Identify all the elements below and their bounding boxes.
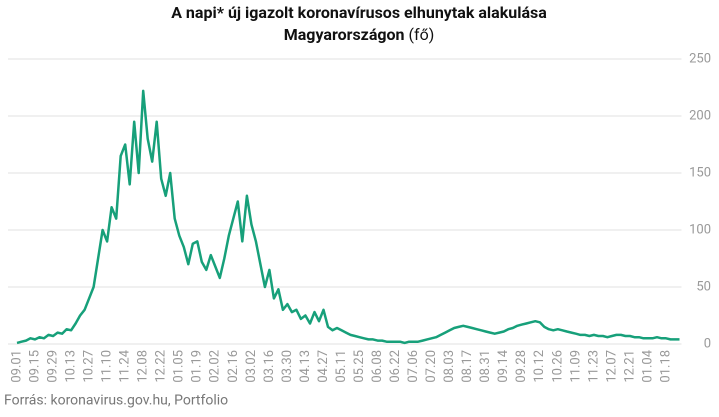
x-tick-label: 12.22 [154, 350, 169, 383]
x-tick-label: 02.16 [226, 350, 241, 383]
x-tick-label: 04.27 [316, 350, 331, 383]
x-tick-label: 05.11 [334, 350, 349, 383]
x-tick-label: 05.25 [352, 350, 367, 383]
y-tick-label: 50 [696, 279, 711, 294]
x-tick-label: 11.23 [586, 350, 601, 383]
data-line [16, 89, 680, 345]
x-tick-label: 08.31 [478, 350, 493, 383]
x-tick-label: 12.07 [604, 350, 619, 383]
x-tick-label: 11.09 [568, 350, 583, 383]
x-tick-label: 01.04 [640, 349, 655, 382]
y-tick-label: 200 [689, 108, 711, 123]
x-tick-label: 07.20 [424, 350, 439, 383]
x-tick-label: 02.02 [208, 350, 223, 383]
x-tick-label: 01.18 [658, 350, 673, 383]
x-tick-label: 12.21 [622, 350, 637, 383]
x-tick-label: 12.08 [136, 350, 151, 383]
x-tick-label: 03.30 [280, 350, 295, 383]
x-tick-label: 10.27 [82, 350, 97, 383]
x-tick-label: 03.16 [262, 350, 277, 383]
x-tick-label: 10.13 [64, 350, 79, 383]
x-tick-label: 08.03 [442, 350, 457, 383]
y-tick-label: 150 [689, 165, 711, 180]
x-tick-label: 03.02 [244, 350, 259, 383]
x-tick-label: 10.12 [532, 350, 547, 383]
y-tick-label: 250 [689, 51, 711, 66]
x-tick-label: 10.26 [550, 350, 565, 383]
chart-title: A napi* új igazolt koronavírusos elhunyt… [171, 3, 547, 22]
x-tick-label: 09.01 [9, 350, 24, 383]
x-tick-label: 04.13 [298, 350, 313, 383]
x-tick-label: 09.14 [496, 349, 511, 382]
y-tick-label: 0 [704, 336, 711, 351]
chart-title: Magyarországon [284, 25, 405, 44]
source: Forrás: koronavirus.gov.hu, Portfolio [4, 393, 228, 409]
x-tick-label: 06.08 [370, 350, 385, 383]
y-tick-label: 100 [689, 222, 711, 237]
x-tick-label: 11.24 [118, 349, 133, 382]
x-tick-label: 07.06 [406, 350, 421, 383]
x-tick-label: 01.05 [172, 350, 187, 383]
chart-unit: (fő) [409, 25, 435, 44]
x-tick-label: 08.17 [460, 350, 475, 383]
x-tick-label: 11.10 [100, 350, 115, 383]
x-tick-label: 09.15 [27, 350, 42, 383]
x-tick-label: 01.19 [190, 350, 205, 383]
x-tick-label: 09.29 [45, 350, 60, 383]
x-tick-label: 06.22 [388, 350, 403, 383]
x-tick-label: 09.28 [514, 350, 529, 383]
